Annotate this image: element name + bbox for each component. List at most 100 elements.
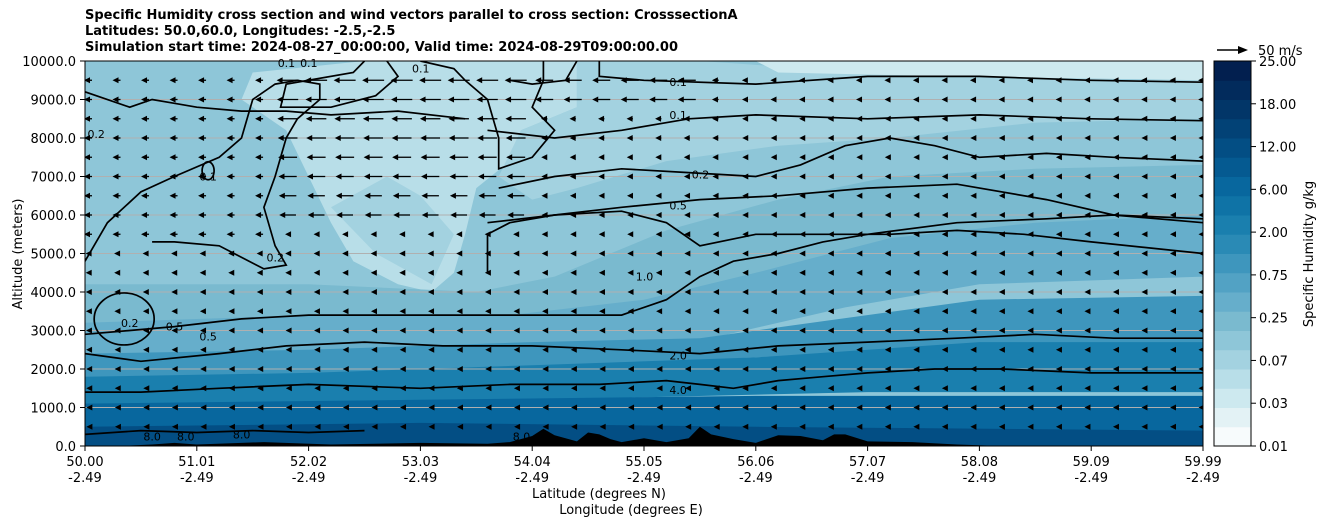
wind-arrow bbox=[1198, 366, 1203, 372]
colorbar-swatch bbox=[1214, 388, 1251, 408]
x-tick-label-lat: 55.05 bbox=[625, 455, 662, 470]
wind-arrow bbox=[998, 289, 1005, 295]
wind-arrow bbox=[393, 212, 400, 218]
colorbar-label: Specific Humidity g/kg bbox=[1302, 181, 1317, 327]
wind-arrow bbox=[449, 173, 456, 180]
wind-arrow bbox=[856, 115, 863, 122]
wind-arrow bbox=[1084, 173, 1091, 180]
wind-arrow bbox=[742, 154, 749, 161]
wind-arrow bbox=[598, 250, 605, 257]
wind-arrow bbox=[1169, 96, 1176, 103]
wind-arrow bbox=[856, 231, 863, 238]
wind-arrow bbox=[85, 289, 92, 295]
wind-arrow bbox=[1141, 289, 1148, 295]
wind-arrow bbox=[599, 289, 606, 295]
wind-arrow bbox=[827, 385, 834, 392]
contour-label: 2.0 bbox=[669, 350, 687, 363]
wind-arrow bbox=[428, 404, 435, 411]
wind-arrow bbox=[684, 289, 691, 295]
wind-arrow bbox=[335, 192, 342, 199]
wind-arrow bbox=[1027, 327, 1034, 334]
wind-arrow bbox=[598, 269, 605, 276]
wind-arrow bbox=[1112, 231, 1119, 238]
wind-arrow bbox=[449, 192, 456, 199]
wind-arrow bbox=[1198, 289, 1203, 295]
x-tick-label-lat: 59.99 bbox=[1184, 455, 1221, 470]
wind-arrow bbox=[364, 173, 371, 180]
colorbar-swatch bbox=[1214, 253, 1251, 274]
colorbar-frame bbox=[1213, 60, 1252, 447]
wind-arrow bbox=[305, 77, 312, 84]
wind-arrow bbox=[485, 327, 492, 334]
wind-arrow bbox=[226, 135, 233, 141]
wind-arrow bbox=[513, 366, 520, 372]
wind-arrow bbox=[884, 192, 891, 199]
wind-arrow bbox=[143, 346, 150, 353]
wind-arrow bbox=[278, 154, 285, 161]
wind-arrow bbox=[799, 308, 806, 315]
wind-arrow bbox=[827, 327, 834, 334]
wind-arrow bbox=[335, 154, 342, 161]
wind-arrow bbox=[371, 423, 378, 430]
wind-arrow bbox=[143, 385, 150, 392]
colorbar-swatch bbox=[1214, 330, 1251, 351]
wind-arrow bbox=[941, 308, 948, 315]
wind-arrow bbox=[998, 212, 1005, 218]
wind-arrow bbox=[255, 77, 262, 84]
wind-reference-arrowhead bbox=[1238, 46, 1248, 54]
wind-arrow bbox=[1055, 96, 1062, 103]
wind-arrow bbox=[427, 289, 434, 295]
wind-arrow bbox=[770, 423, 777, 430]
wind-arrow bbox=[598, 154, 605, 161]
contour-label: 8.0 bbox=[143, 430, 161, 443]
wind-arrow bbox=[169, 115, 176, 122]
wind-arrow bbox=[456, 385, 463, 392]
wind-arrow bbox=[598, 173, 605, 180]
wind-arrow bbox=[770, 77, 777, 84]
wind-arrow bbox=[1112, 385, 1119, 392]
wind-arrow bbox=[306, 154, 313, 161]
wind-arrow bbox=[685, 423, 692, 430]
wind-arrow bbox=[884, 173, 891, 180]
wind-arrow bbox=[655, 192, 662, 199]
wind-arrow bbox=[941, 327, 948, 334]
wind-arrow bbox=[1055, 289, 1062, 295]
wind-arrow bbox=[684, 366, 691, 372]
wind-arrow bbox=[141, 115, 148, 122]
wind-arrow bbox=[1084, 192, 1091, 199]
wind-arrow bbox=[1141, 192, 1148, 199]
wind-arrow bbox=[1084, 308, 1091, 315]
wind-arrow bbox=[1055, 250, 1062, 257]
wind-arrow bbox=[198, 173, 205, 180]
wind-arrow bbox=[884, 423, 891, 430]
wind-arrow bbox=[711, 77, 718, 84]
contour-label: 0.1 bbox=[278, 57, 296, 70]
wind-arrow bbox=[448, 115, 455, 122]
wind-arrow bbox=[1027, 366, 1034, 372]
wind-arrow bbox=[856, 192, 863, 199]
wind-arrow bbox=[713, 366, 720, 372]
wind-arrow bbox=[541, 269, 548, 276]
wind-arrow bbox=[1027, 289, 1034, 295]
wind-arrow bbox=[1112, 346, 1119, 353]
wind-arrow bbox=[399, 269, 406, 276]
wind-arrow bbox=[655, 135, 662, 141]
wind-arrow bbox=[226, 96, 233, 103]
wind-arrow bbox=[570, 212, 577, 218]
wind-arrow bbox=[112, 154, 119, 161]
wind-arrow bbox=[363, 135, 370, 141]
wind-arrow bbox=[913, 231, 920, 238]
fill-region-4 bbox=[85, 164, 1203, 346]
wind-arrow bbox=[1169, 154, 1176, 161]
colorbar-swatch bbox=[1214, 272, 1251, 293]
wind-arrow bbox=[276, 77, 283, 84]
wind-arrow bbox=[485, 366, 492, 372]
x-tick-label-lon: -2.49 bbox=[68, 471, 102, 486]
wind-arrow bbox=[542, 308, 549, 315]
wind-arrow bbox=[513, 308, 520, 315]
wind-arrow bbox=[1141, 115, 1148, 122]
wind-arrow bbox=[112, 135, 119, 141]
wind-arrow bbox=[570, 308, 577, 315]
wind-arrow bbox=[941, 135, 948, 141]
